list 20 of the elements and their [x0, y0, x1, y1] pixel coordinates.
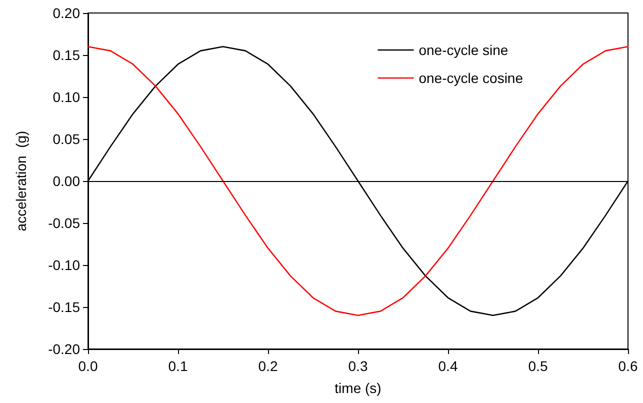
y-tick-label: -0.20 [48, 341, 80, 357]
y-tick-label: 0.20 [52, 5, 80, 21]
x-tick-label: 0.0 [78, 358, 98, 374]
x-axis-title: time (s) [334, 380, 382, 396]
x-tick-label: 0.5 [528, 358, 548, 374]
y-axis-title: acceleration (g) [13, 130, 29, 232]
x-tick-label: 0.3 [348, 358, 368, 374]
y-tick-label: 0.15 [52, 47, 80, 63]
y-tick-label: 0.10 [52, 89, 80, 105]
x-tick-label: 0.6 [618, 358, 638, 374]
x-tick-label: 0.2 [258, 358, 278, 374]
y-tick-label: 0.05 [52, 131, 80, 147]
x-tick-label: 0.1 [168, 358, 188, 374]
legend-label: one-cycle sine [418, 42, 508, 58]
y-tick-label: -0.15 [48, 299, 80, 315]
legend-label: one-cycle cosine [418, 70, 524, 86]
y-tick-label: -0.10 [48, 257, 80, 273]
x-tick-label: 0.4 [438, 358, 458, 374]
y-tick-label: 0.00 [52, 173, 80, 189]
y-tick-label: -0.05 [48, 215, 80, 231]
